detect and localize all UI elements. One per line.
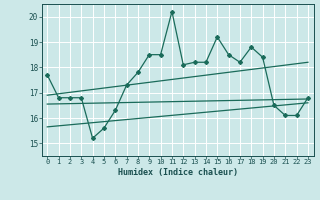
X-axis label: Humidex (Indice chaleur): Humidex (Indice chaleur) xyxy=(118,168,237,177)
